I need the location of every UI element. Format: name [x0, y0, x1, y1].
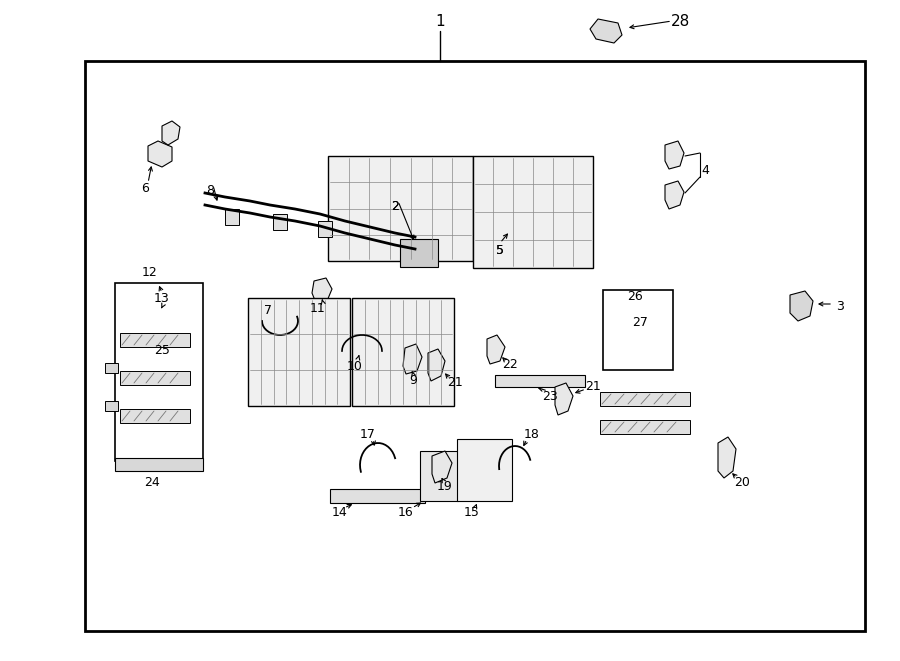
- Text: 28: 28: [670, 13, 689, 28]
- Text: 13: 13: [154, 293, 170, 305]
- Text: 9: 9: [410, 375, 417, 387]
- Text: 24: 24: [144, 477, 160, 490]
- Polygon shape: [428, 349, 445, 381]
- Polygon shape: [555, 383, 573, 415]
- Bar: [495, 375, 585, 387]
- Bar: [420, 451, 458, 501]
- Polygon shape: [718, 437, 736, 478]
- Text: 2: 2: [392, 200, 399, 212]
- Text: 2: 2: [392, 200, 399, 212]
- Polygon shape: [312, 278, 332, 303]
- Text: 5: 5: [496, 245, 504, 258]
- Text: 1: 1: [436, 13, 445, 28]
- Bar: [400, 239, 438, 267]
- Text: 26: 26: [627, 290, 643, 303]
- Bar: [330, 489, 425, 503]
- Bar: [600, 392, 690, 406]
- Bar: [457, 439, 512, 501]
- Text: 10: 10: [347, 360, 363, 373]
- Bar: [603, 290, 673, 370]
- Text: 6: 6: [141, 182, 149, 196]
- Text: 11: 11: [310, 303, 326, 315]
- Polygon shape: [590, 19, 622, 43]
- Polygon shape: [790, 291, 813, 321]
- Bar: [115, 458, 203, 471]
- Text: 17: 17: [360, 428, 376, 440]
- Text: 4: 4: [701, 165, 709, 178]
- Polygon shape: [665, 181, 684, 209]
- Polygon shape: [105, 401, 118, 411]
- Polygon shape: [162, 121, 180, 145]
- Text: 3: 3: [836, 299, 844, 313]
- Text: 20: 20: [734, 477, 750, 490]
- Text: 14: 14: [332, 506, 348, 520]
- Polygon shape: [148, 141, 172, 167]
- Text: 23: 23: [542, 391, 558, 403]
- Bar: [328, 156, 473, 261]
- Text: 21: 21: [585, 381, 601, 393]
- Polygon shape: [105, 363, 118, 373]
- Text: 21: 21: [447, 377, 463, 389]
- Text: 25: 25: [154, 344, 170, 358]
- Text: 15: 15: [464, 506, 480, 520]
- Bar: [120, 333, 190, 347]
- Polygon shape: [403, 344, 422, 374]
- Polygon shape: [487, 335, 505, 364]
- Polygon shape: [432, 451, 452, 483]
- Bar: [85, 61, 865, 631]
- Bar: [225, 209, 239, 225]
- Text: 5: 5: [496, 245, 504, 258]
- Bar: [352, 298, 454, 406]
- Bar: [318, 221, 332, 237]
- Bar: [248, 298, 350, 406]
- Text: 18: 18: [524, 428, 540, 442]
- Bar: [473, 156, 593, 268]
- Bar: [120, 371, 190, 385]
- Bar: [115, 283, 203, 461]
- Text: 8: 8: [206, 184, 214, 198]
- Bar: [273, 214, 287, 230]
- Bar: [600, 420, 690, 434]
- Bar: [120, 409, 190, 423]
- Text: 19: 19: [437, 479, 453, 492]
- Text: 16: 16: [398, 506, 414, 520]
- Text: 22: 22: [502, 358, 518, 371]
- Text: 7: 7: [264, 305, 272, 317]
- Text: 27: 27: [632, 317, 648, 329]
- Text: 12: 12: [142, 266, 157, 280]
- Polygon shape: [665, 141, 684, 169]
